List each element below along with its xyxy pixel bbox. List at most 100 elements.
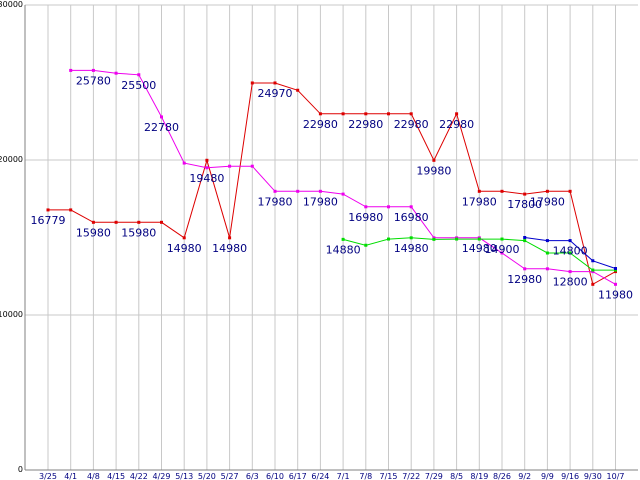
data-point bbox=[46, 208, 50, 212]
data-label: 14980 bbox=[394, 242, 429, 255]
x-tick-label: 9/9 bbox=[541, 472, 554, 480]
x-tick-label: 7/1 bbox=[337, 472, 350, 480]
data-point bbox=[250, 81, 254, 85]
data-label: 22980 bbox=[348, 118, 383, 131]
data-point bbox=[318, 112, 322, 116]
data-point bbox=[228, 164, 232, 168]
data-label: 22980 bbox=[303, 118, 338, 131]
data-point bbox=[228, 236, 232, 240]
data-label: 12800 bbox=[553, 276, 588, 289]
data-label: 14880 bbox=[326, 243, 361, 256]
data-point bbox=[91, 220, 95, 224]
x-tick-label: 7/15 bbox=[380, 472, 398, 480]
x-tick-label: 4/1 bbox=[64, 472, 77, 480]
data-label: 11980 bbox=[598, 288, 633, 301]
data-point bbox=[114, 220, 118, 224]
data-point bbox=[614, 282, 617, 286]
data-label: 17800 bbox=[507, 198, 542, 211]
series-line-1 bbox=[48, 82, 616, 286]
data-point bbox=[387, 237, 390, 241]
data-point bbox=[614, 267, 617, 270]
data-label: 16980 bbox=[394, 211, 429, 224]
x-tick-label: 6/17 bbox=[289, 472, 307, 480]
x-tick-label: 5/20 bbox=[198, 472, 216, 480]
data-point bbox=[341, 237, 345, 241]
data-label: 16980 bbox=[348, 211, 383, 224]
x-tick-label: 4/8 bbox=[87, 472, 100, 480]
x-tick-label: 8/5 bbox=[450, 472, 463, 480]
data-point bbox=[137, 220, 141, 224]
data-label: 14980 bbox=[212, 242, 247, 255]
data-point bbox=[568, 189, 572, 193]
data-point bbox=[432, 236, 436, 240]
data-point bbox=[523, 236, 527, 239]
x-tick-label: 9/16 bbox=[561, 472, 579, 480]
data-label: 14980 bbox=[462, 242, 497, 255]
data-label: 14800 bbox=[553, 245, 588, 258]
data-point bbox=[69, 68, 73, 72]
y-tick-label: 20000 bbox=[0, 155, 23, 164]
data-point bbox=[545, 239, 549, 243]
data-point bbox=[91, 68, 95, 72]
data-labels: 16779 15980 15980 14980 14980 24970 22980 22980… bbox=[31, 74, 634, 301]
data-label: 14900 bbox=[485, 243, 520, 256]
data-point bbox=[545, 267, 549, 271]
data-point bbox=[364, 205, 368, 209]
y-tick-label: 10000 bbox=[0, 310, 23, 319]
data-label: 19980 bbox=[416, 164, 451, 177]
data-point bbox=[341, 112, 345, 116]
x-tick-label: 8/19 bbox=[470, 472, 488, 480]
data-point bbox=[205, 158, 209, 162]
data-point bbox=[432, 237, 436, 241]
data-label: 16779 bbox=[31, 214, 66, 227]
data-point bbox=[477, 237, 481, 241]
data-point bbox=[296, 189, 300, 193]
x-tick-label: 4/15 bbox=[107, 472, 125, 480]
data-label: 12980 bbox=[507, 273, 542, 286]
data-point bbox=[523, 267, 527, 271]
data-point bbox=[523, 192, 527, 196]
data-point bbox=[364, 112, 368, 116]
data-point bbox=[182, 161, 186, 165]
x-tick-label: 4/29 bbox=[153, 472, 171, 480]
data-point bbox=[500, 189, 504, 193]
data-label: 25500 bbox=[121, 79, 156, 92]
data-point bbox=[591, 282, 595, 286]
data-label: 14980 bbox=[167, 242, 202, 255]
data-point bbox=[409, 205, 413, 209]
data-point bbox=[523, 239, 527, 243]
y-tick-label: 30000 bbox=[0, 0, 23, 9]
data-point bbox=[182, 236, 186, 240]
data-point bbox=[160, 115, 163, 119]
data-point bbox=[318, 189, 322, 193]
y-tick-labels: 0 10000 20000 30000 bbox=[0, 0, 23, 474]
x-tick-label: 6/3 bbox=[246, 472, 259, 480]
data-point bbox=[545, 189, 549, 193]
data-point bbox=[568, 251, 572, 255]
data-point bbox=[364, 243, 368, 247]
data-point bbox=[568, 270, 572, 274]
gridlines bbox=[25, 4, 638, 470]
data-point bbox=[205, 166, 209, 170]
data-point bbox=[614, 270, 617, 274]
data-point bbox=[160, 220, 163, 224]
x-tick-label: 9/2 bbox=[518, 472, 531, 480]
data-point bbox=[545, 251, 549, 255]
data-point bbox=[500, 251, 504, 255]
data-label: 17980 bbox=[258, 195, 293, 208]
x-tick-label: 10/7 bbox=[607, 472, 625, 480]
data-point bbox=[296, 88, 300, 92]
data-point bbox=[591, 259, 595, 263]
data-point bbox=[614, 268, 617, 272]
data-point bbox=[273, 81, 277, 85]
x-tick-label: 7/29 bbox=[425, 472, 443, 480]
x-tick-label: 7/8 bbox=[359, 472, 372, 480]
data-point bbox=[591, 270, 595, 274]
data-point bbox=[477, 189, 481, 193]
data-point bbox=[409, 112, 413, 116]
x-tick-label: 7/22 bbox=[402, 472, 420, 480]
data-point bbox=[568, 239, 572, 243]
axes bbox=[24, 5, 638, 471]
x-tick-label: 6/24 bbox=[311, 472, 329, 480]
